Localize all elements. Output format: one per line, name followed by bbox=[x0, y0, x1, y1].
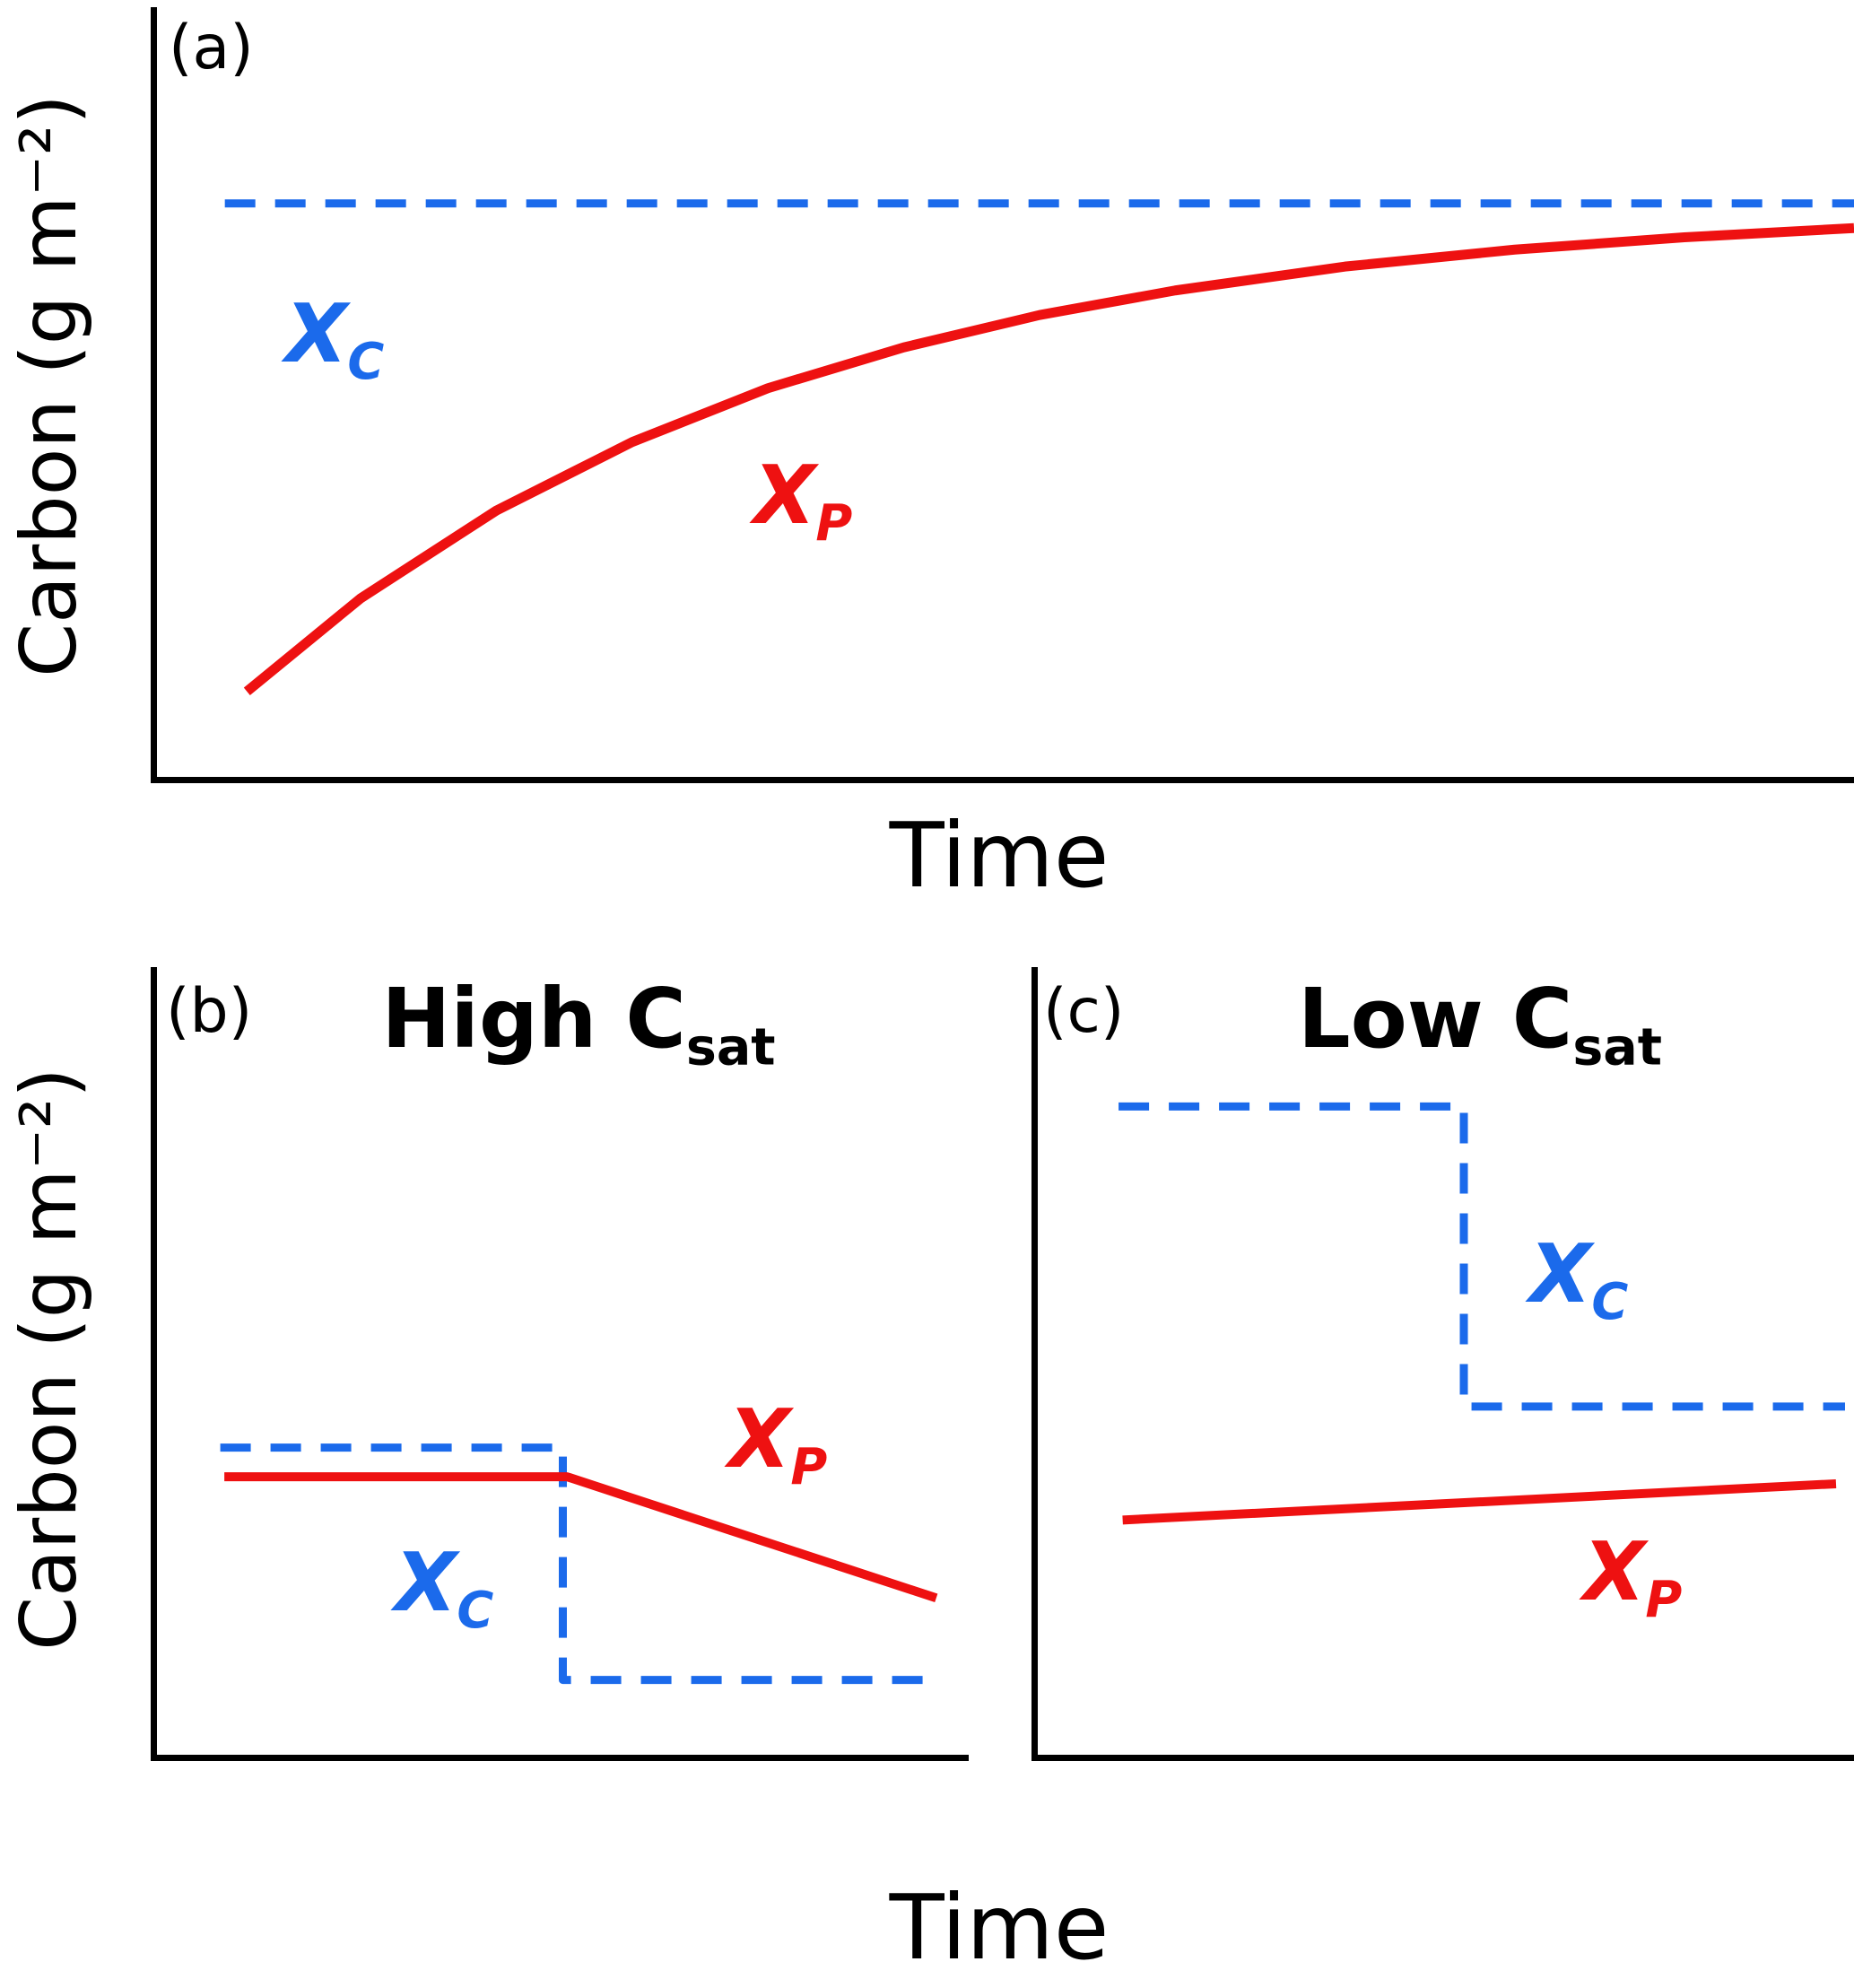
series-label-main: X bbox=[753, 449, 816, 543]
chart-canvas-c bbox=[1118, 1102, 1845, 1525]
x-axis-label-bottom: Time bbox=[889, 1875, 1110, 1980]
series-line-Xp-c bbox=[1122, 1478, 1837, 1525]
series-label-xc-c: XC bbox=[1529, 1227, 1628, 1331]
panel-b-title-main: High C bbox=[381, 971, 686, 1067]
chart-canvas-a bbox=[224, 199, 1854, 696]
series-label-main: X bbox=[1583, 1525, 1646, 1619]
series-label-sub: P bbox=[815, 494, 853, 553]
series-label-xp-a: XP bbox=[753, 449, 852, 553]
panel-b-plot-area bbox=[151, 967, 969, 1761]
panel-b-tag: (b) bbox=[166, 976, 253, 1047]
series-label-sub: P bbox=[790, 1438, 828, 1496]
x-axis-label-top: Time bbox=[889, 803, 1110, 908]
panel-c-title-main: Low C bbox=[1297, 971, 1573, 1067]
series-line-Xp-b bbox=[224, 1472, 938, 1603]
panel-c-plot-area bbox=[1031, 967, 1854, 1761]
panel-b-title-sub: sat bbox=[685, 1017, 776, 1077]
panel-a-tag: (a) bbox=[169, 13, 254, 83]
chart-canvas-b bbox=[220, 1443, 938, 1685]
series-label-sub: P bbox=[1645, 1571, 1683, 1629]
y-axis-label-top: Carbon (g m⁻²) bbox=[4, 94, 94, 677]
series-label-main: X bbox=[728, 1392, 791, 1487]
series-label-main: X bbox=[395, 1536, 457, 1630]
series-label-xc-a: XC bbox=[285, 287, 384, 391]
series-label-xp-c: XP bbox=[1583, 1525, 1682, 1629]
panel-b-title: High Csat bbox=[381, 971, 775, 1077]
series-label-sub: C bbox=[457, 1582, 494, 1640]
panel-c-tag: (c) bbox=[1043, 976, 1125, 1047]
y-axis-label-bottom: Carbon (g m⁻²) bbox=[4, 1068, 94, 1651]
panel-c-title: Low Csat bbox=[1298, 971, 1662, 1077]
panel-a-plot-area bbox=[151, 7, 1854, 783]
series-line-Xp-a bbox=[243, 222, 1854, 696]
series-label-main: X bbox=[1529, 1227, 1592, 1321]
series-label-xp-b: XP bbox=[728, 1392, 827, 1496]
series-label-main: X bbox=[285, 287, 348, 381]
series-line-Xc-c bbox=[1118, 1102, 1845, 1411]
series-label-sub: C bbox=[347, 333, 385, 391]
series-label-sub: C bbox=[1591, 1273, 1629, 1331]
series-label-xc-b: XC bbox=[395, 1536, 493, 1640]
panel-c-title-sub: sat bbox=[1572, 1017, 1663, 1077]
series-line-Xc-b bbox=[220, 1443, 936, 1685]
